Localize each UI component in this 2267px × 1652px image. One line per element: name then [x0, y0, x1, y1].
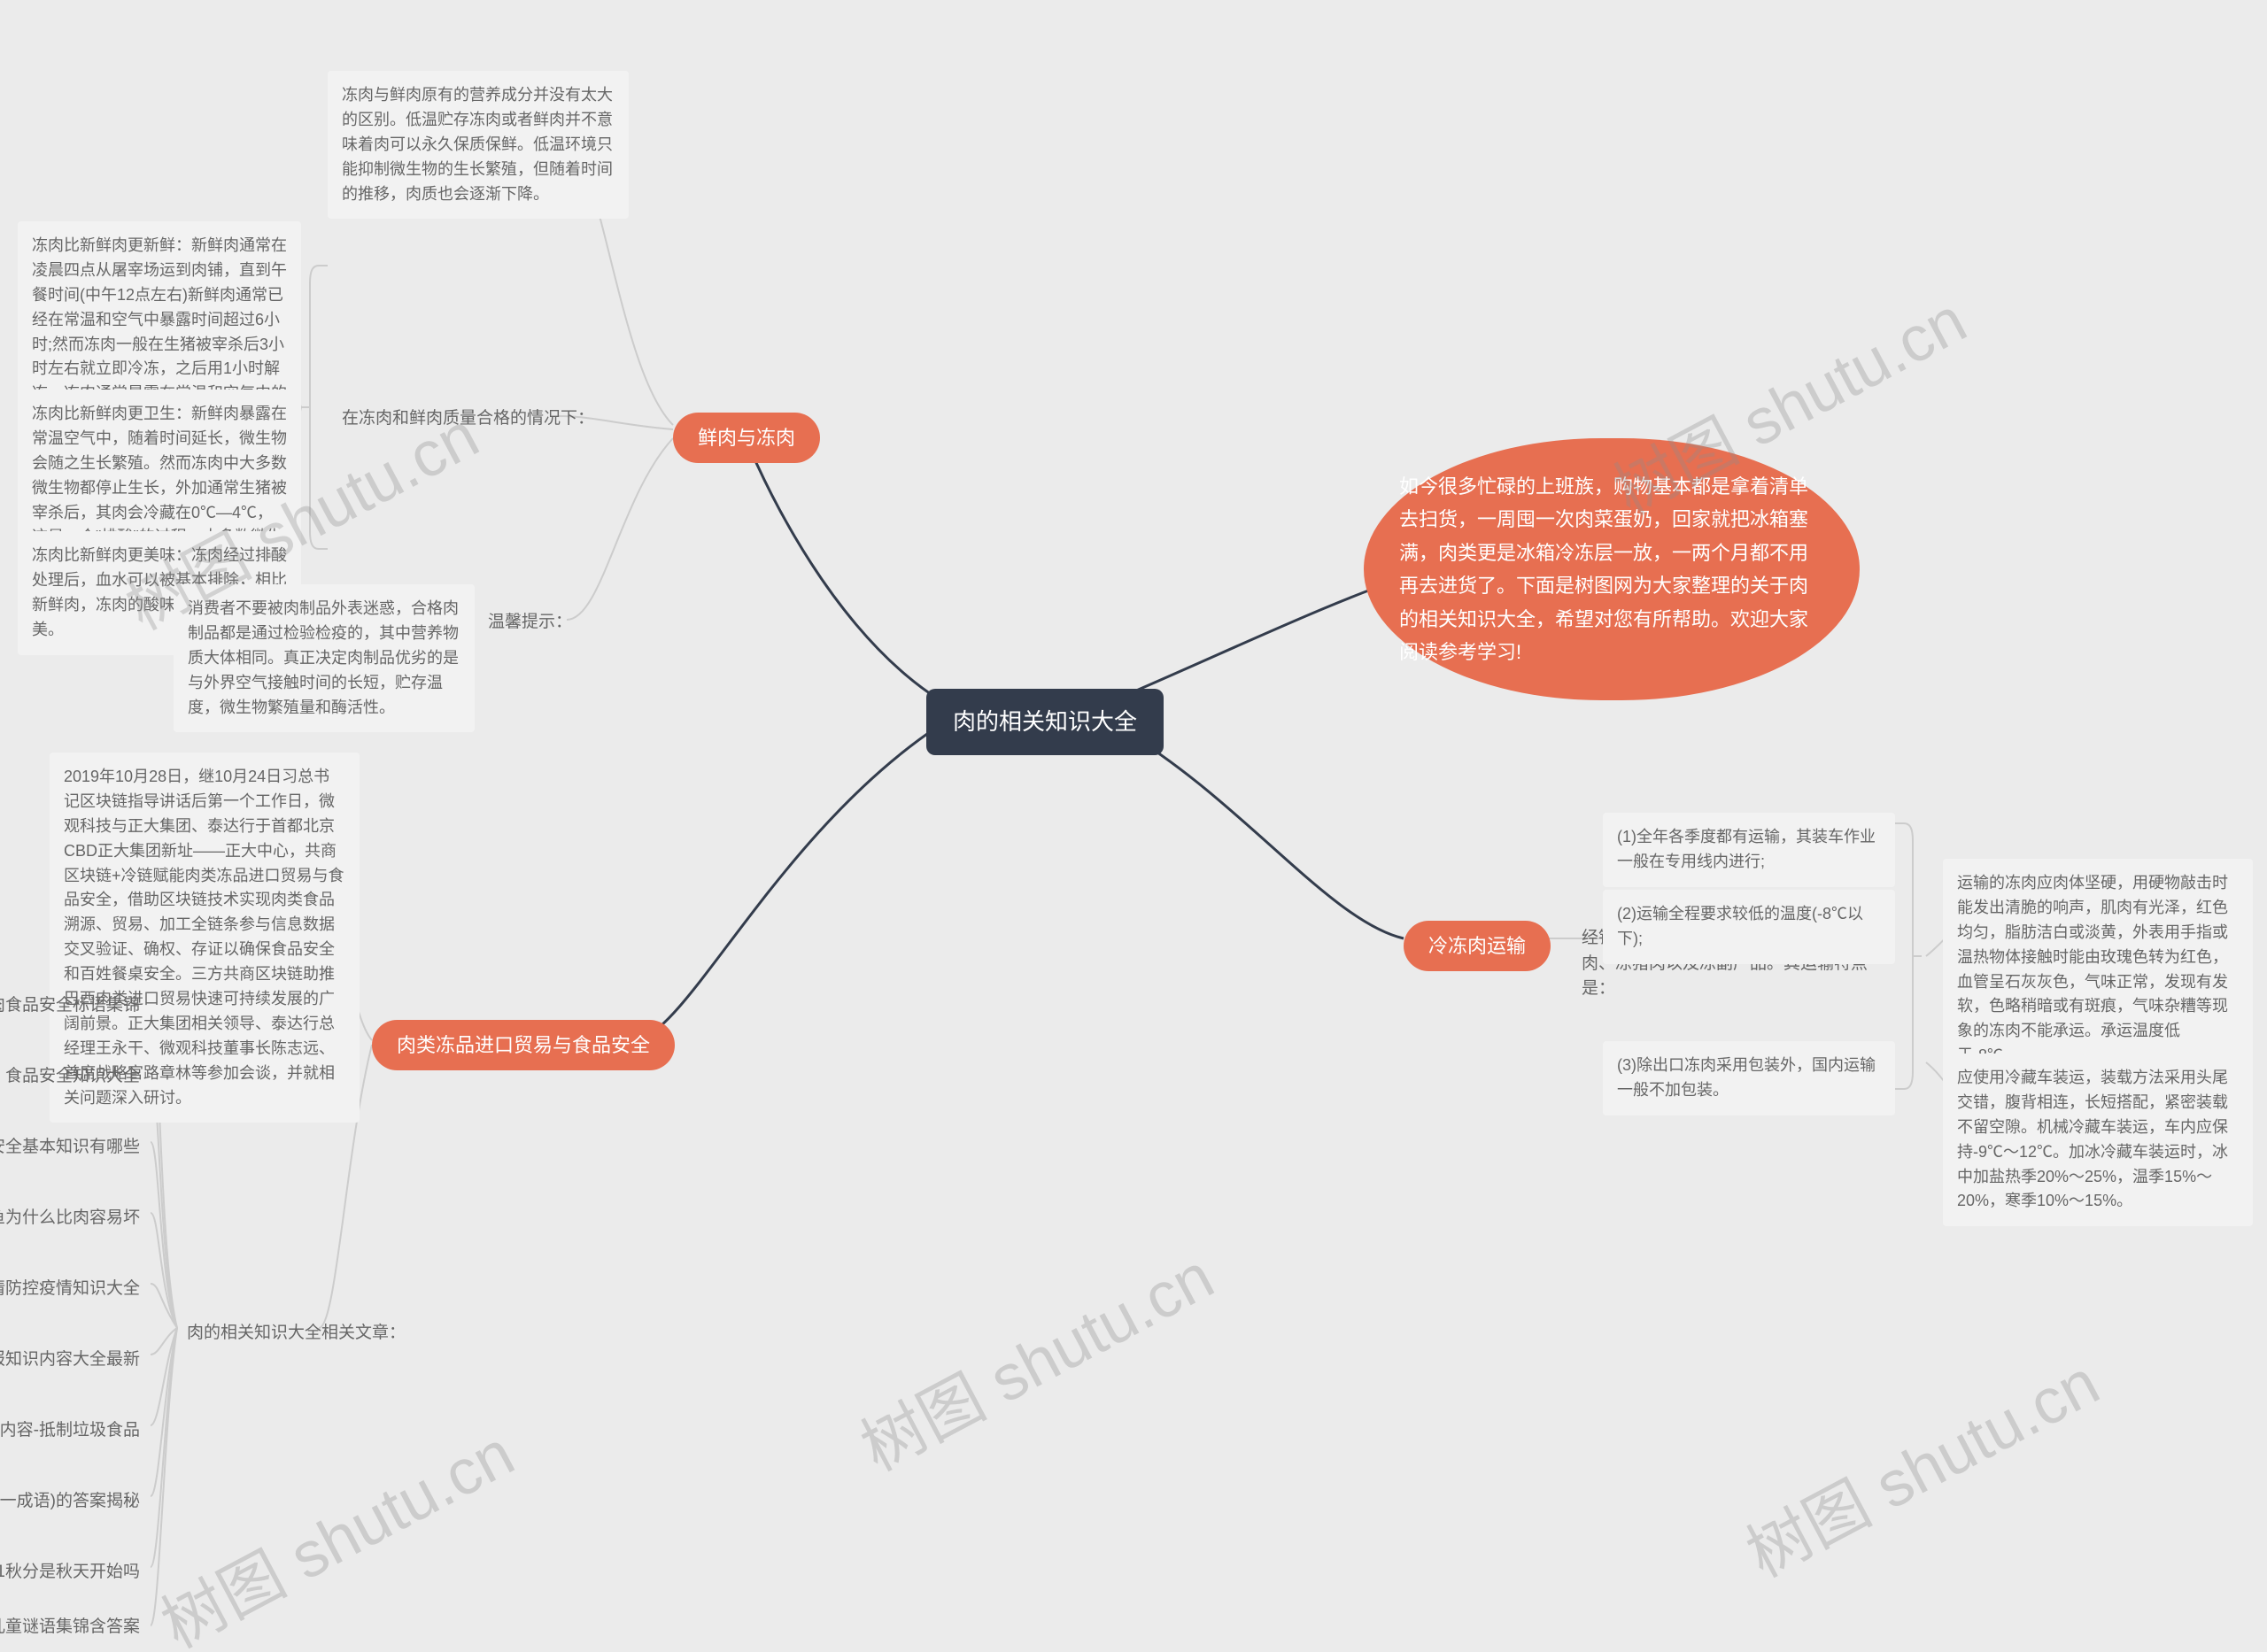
watermark: 树图 shutu.cn — [1728, 1332, 2112, 1594]
related-8[interactable]: ★ 2021秋分是秋天开始吗 — [0, 1556, 145, 1589]
related-5[interactable]: ★ 2021端午节手抄报知识内容大全最新 — [0, 1344, 145, 1377]
related-7[interactable]: ★ 丑(打一成语)的答案揭秘 — [0, 1486, 145, 1518]
watermark: 树图 shutu.cn — [842, 1225, 1226, 1488]
fresh-top-box: 冻肉与鲜肉原有的营养成分并没有太大的区别。低温贮存冻肉或者鲜肉并不意味着肉可以永… — [328, 71, 629, 219]
intro-bubble: 如今很多忙碌的上班族，购物基本都是拿着清单去扫货，一周囤一次肉菜蛋奶，回家就把冰… — [1364, 438, 1860, 700]
warm-label: 温馨提示： — [483, 606, 577, 639]
related-3[interactable]: ★ 大自然的科普知识-鱼为什么比肉容易坏 — [0, 1202, 145, 1235]
warm-box: 消费者不要被肉制品外表迷惑，合格肉制品都是通过检验检疫的，其中营养物质大体相同。… — [174, 584, 475, 732]
related-label: 肉的相关知识大全相关文章： — [182, 1317, 411, 1350]
center-title: 肉的相关知识大全 — [926, 689, 1164, 755]
branch-transport: 冷冻肉运输 — [1404, 921, 1551, 971]
related-1[interactable]: ★ 食品安全知识大全 — [0, 1061, 145, 1093]
related-4[interactable]: ★ 新冠疫情防控疫情知识大全 — [0, 1273, 145, 1306]
branch-trade: 肉类冻品进口贸易与食品安全 — [372, 1020, 675, 1070]
watermark: 树图 shutu.cn — [143, 1402, 527, 1652]
branch-fresh-frozen: 鲜肉与冻肉 — [673, 413, 820, 463]
transport-point-2: (3)除出口冻肉采用包装外，国内运输一般不加包装。 — [1603, 1041, 1895, 1115]
related-6[interactable]: ★ 小学生食品安全手抄报内容-抵制垃圾食品 — [0, 1415, 145, 1447]
related-0[interactable]: ★ 肉食品安全标语集锦 — [0, 990, 145, 1023]
transport-point-0: (1)全年各季度都有运输，其装车作业一般在专用线内进行; — [1603, 813, 1895, 887]
transport-point-1: (2)运输全程要求较低的温度(-8℃以下); — [1603, 890, 1895, 964]
transport-right-0: 运输的冻肉应肉体坚硬，用硬物敲击时能发出清脆的响声，肌肉有光泽，红色均匀，脂肪洁… — [1943, 859, 2253, 1081]
transport-right-1: 应使用冷藏车装运，装载方法采用头尾交错，腹背相连，长短搭配，紧密装载不留空隙。机… — [1943, 1054, 2253, 1226]
related-9[interactable]: ★ 精选猜趣味儿童谜语集锦含答案 — [0, 1611, 145, 1644]
related-2[interactable]: ★ 食品安全基本知识有哪些 — [0, 1131, 145, 1164]
cond-label: 在冻肉和鲜肉质量合格的情况下： — [337, 403, 600, 436]
